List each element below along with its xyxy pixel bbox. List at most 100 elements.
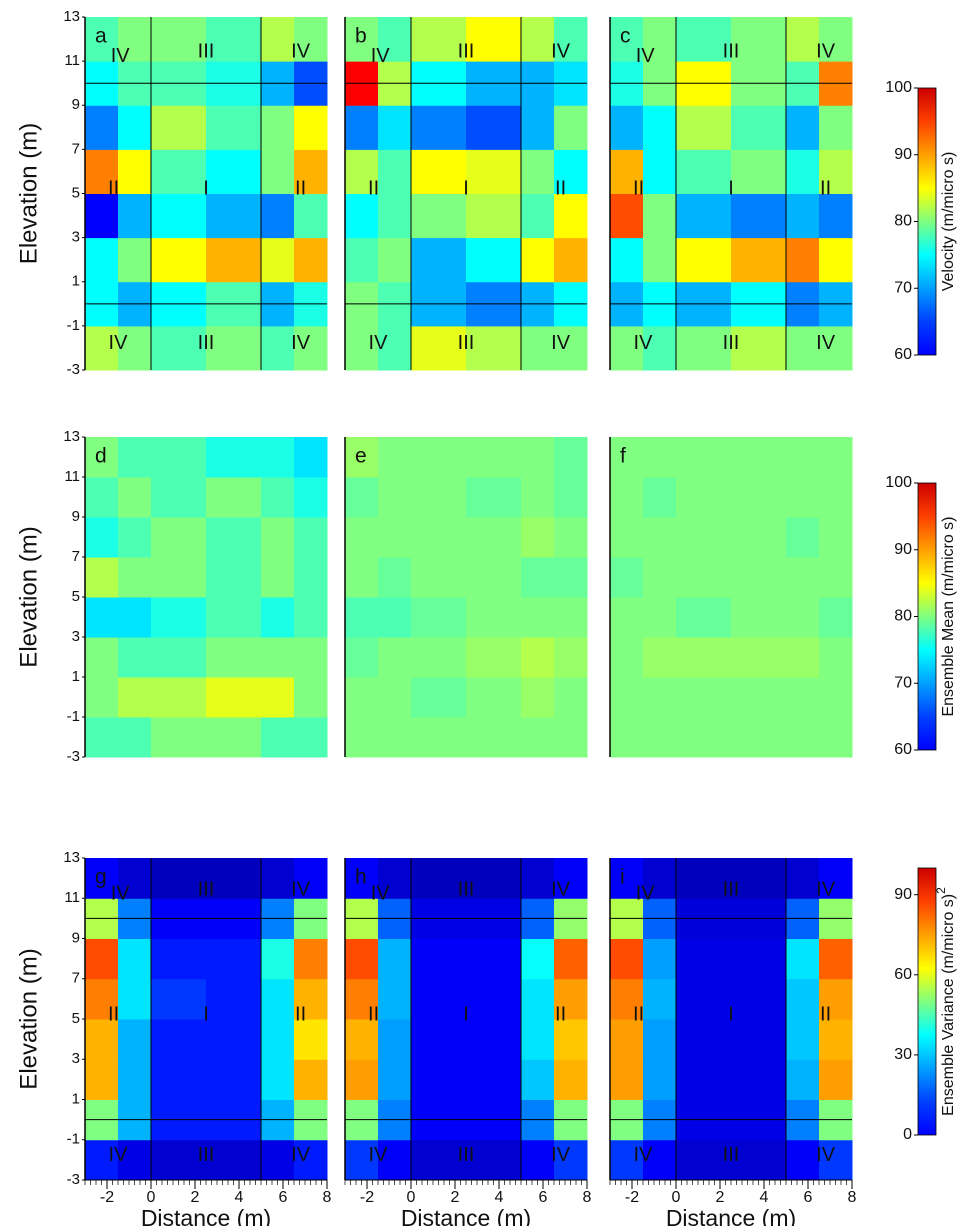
heat-cell bbox=[118, 597, 152, 638]
heat-cell bbox=[151, 858, 207, 899]
y-tick-label: 1 bbox=[72, 668, 80, 685]
heat-cell bbox=[466, 938, 522, 980]
heat-cell bbox=[85, 17, 119, 62]
heat-cell bbox=[118, 938, 152, 980]
heat-cell bbox=[378, 477, 412, 518]
heat-cell bbox=[819, 237, 853, 283]
heat-cell bbox=[466, 597, 522, 638]
heat-cell bbox=[411, 717, 467, 758]
heat-cell bbox=[786, 193, 820, 239]
heat-cell bbox=[85, 237, 119, 283]
heat-cell bbox=[521, 1019, 555, 1060]
heat-cell bbox=[151, 237, 207, 283]
heat-cell bbox=[786, 1139, 820, 1181]
heat-cell bbox=[610, 1059, 644, 1100]
heat-cell bbox=[731, 637, 787, 678]
colorbar-label: Ensemble Variance (m/micro s)2 bbox=[934, 887, 957, 1116]
colorbar-tick-label: 90 bbox=[894, 886, 912, 903]
heat-cell bbox=[378, 149, 412, 194]
zone-label: IV bbox=[551, 1144, 571, 1166]
zone-label: IV bbox=[636, 883, 656, 905]
heat-cell bbox=[786, 557, 820, 598]
heat-cell bbox=[206, 597, 262, 638]
heat-cell bbox=[411, 557, 467, 598]
heat-cell bbox=[118, 1019, 152, 1060]
colorbar-tick-label: 30 bbox=[894, 1046, 912, 1063]
y-tick-label: 3 bbox=[72, 1050, 80, 1067]
colorbar-tick-label: 80 bbox=[894, 608, 912, 625]
heat-cell bbox=[151, 193, 207, 239]
heat-cell bbox=[610, 193, 644, 239]
heat-cell bbox=[294, 105, 328, 150]
heat-cell bbox=[206, 1139, 262, 1181]
heat-cell bbox=[554, 477, 588, 518]
colorbar-tick-label: 70 bbox=[894, 279, 912, 296]
heat-cell bbox=[85, 858, 119, 899]
heat-cell bbox=[643, 717, 677, 758]
heat-cell bbox=[643, 237, 677, 283]
zone-label: IV bbox=[816, 1144, 836, 1166]
heat-cell bbox=[466, 237, 522, 283]
heat-cell bbox=[378, 938, 412, 980]
heat-cell bbox=[554, 1139, 588, 1181]
heat-cell bbox=[643, 193, 677, 239]
zone-label: III bbox=[198, 1144, 215, 1166]
heat-cell bbox=[521, 193, 555, 239]
heat-cell bbox=[466, 325, 522, 371]
heat-cell bbox=[643, 17, 677, 62]
heat-cell bbox=[151, 17, 207, 62]
heat-cell bbox=[378, 717, 412, 758]
zone-label: III bbox=[723, 1144, 740, 1166]
colorbar-label-text: Ensemble Variance (m/micro s) bbox=[940, 894, 957, 1116]
heat-cell bbox=[378, 1019, 412, 1060]
panel-label: c bbox=[620, 25, 631, 48]
heat-cell bbox=[554, 517, 588, 558]
heat-cell bbox=[261, 237, 295, 283]
heat-cell bbox=[151, 325, 207, 371]
heat-cell bbox=[643, 978, 677, 1020]
y-tick-label: 7 bbox=[72, 140, 80, 157]
x-tick-label: 6 bbox=[279, 1189, 288, 1206]
heat-cell bbox=[151, 1019, 207, 1060]
heat-cell bbox=[85, 1139, 119, 1181]
heat-cell bbox=[466, 637, 522, 678]
heat-cell bbox=[85, 677, 119, 718]
heat-cell bbox=[151, 149, 207, 194]
x-tick-label: 0 bbox=[407, 1189, 416, 1206]
heat-cell bbox=[466, 477, 522, 518]
heat-cell bbox=[676, 105, 732, 150]
heat-cell bbox=[521, 597, 555, 638]
heat-cell bbox=[521, 517, 555, 558]
heat-cell bbox=[294, 17, 328, 62]
heat-cell bbox=[731, 1059, 787, 1100]
heat-cell bbox=[206, 237, 262, 283]
zone-label: II bbox=[368, 177, 379, 199]
heat-cell bbox=[206, 517, 262, 558]
heat-cell bbox=[261, 978, 295, 1020]
x-tick-label: 4 bbox=[760, 1189, 769, 1206]
zone-label: II bbox=[295, 177, 306, 199]
heat-cell bbox=[466, 717, 522, 758]
colorbar bbox=[917, 867, 937, 1136]
heat-cell bbox=[466, 978, 522, 1020]
heat-cell bbox=[610, 1139, 644, 1181]
heat-cell bbox=[466, 193, 522, 239]
heat-cell bbox=[610, 1019, 644, 1060]
heat-cell bbox=[345, 1059, 379, 1100]
heat-cell bbox=[294, 1139, 328, 1181]
heat-cell bbox=[345, 105, 379, 150]
heat-cell bbox=[731, 437, 787, 478]
zone-label: IV bbox=[551, 878, 571, 900]
panel-label: d bbox=[95, 445, 107, 468]
heat-cell bbox=[118, 1059, 152, 1100]
zone-label: IV bbox=[634, 1144, 654, 1166]
y-tick-label: 11 bbox=[64, 52, 80, 69]
heat-cell bbox=[118, 978, 152, 1020]
zone-label: IV bbox=[109, 332, 129, 354]
x-tick-label: 8 bbox=[848, 1189, 857, 1206]
zone-label: IV bbox=[551, 332, 571, 354]
heat-cell bbox=[206, 1059, 262, 1100]
heat-cell bbox=[521, 938, 555, 980]
heat-cell bbox=[731, 17, 787, 62]
heat-cell bbox=[819, 1139, 853, 1181]
